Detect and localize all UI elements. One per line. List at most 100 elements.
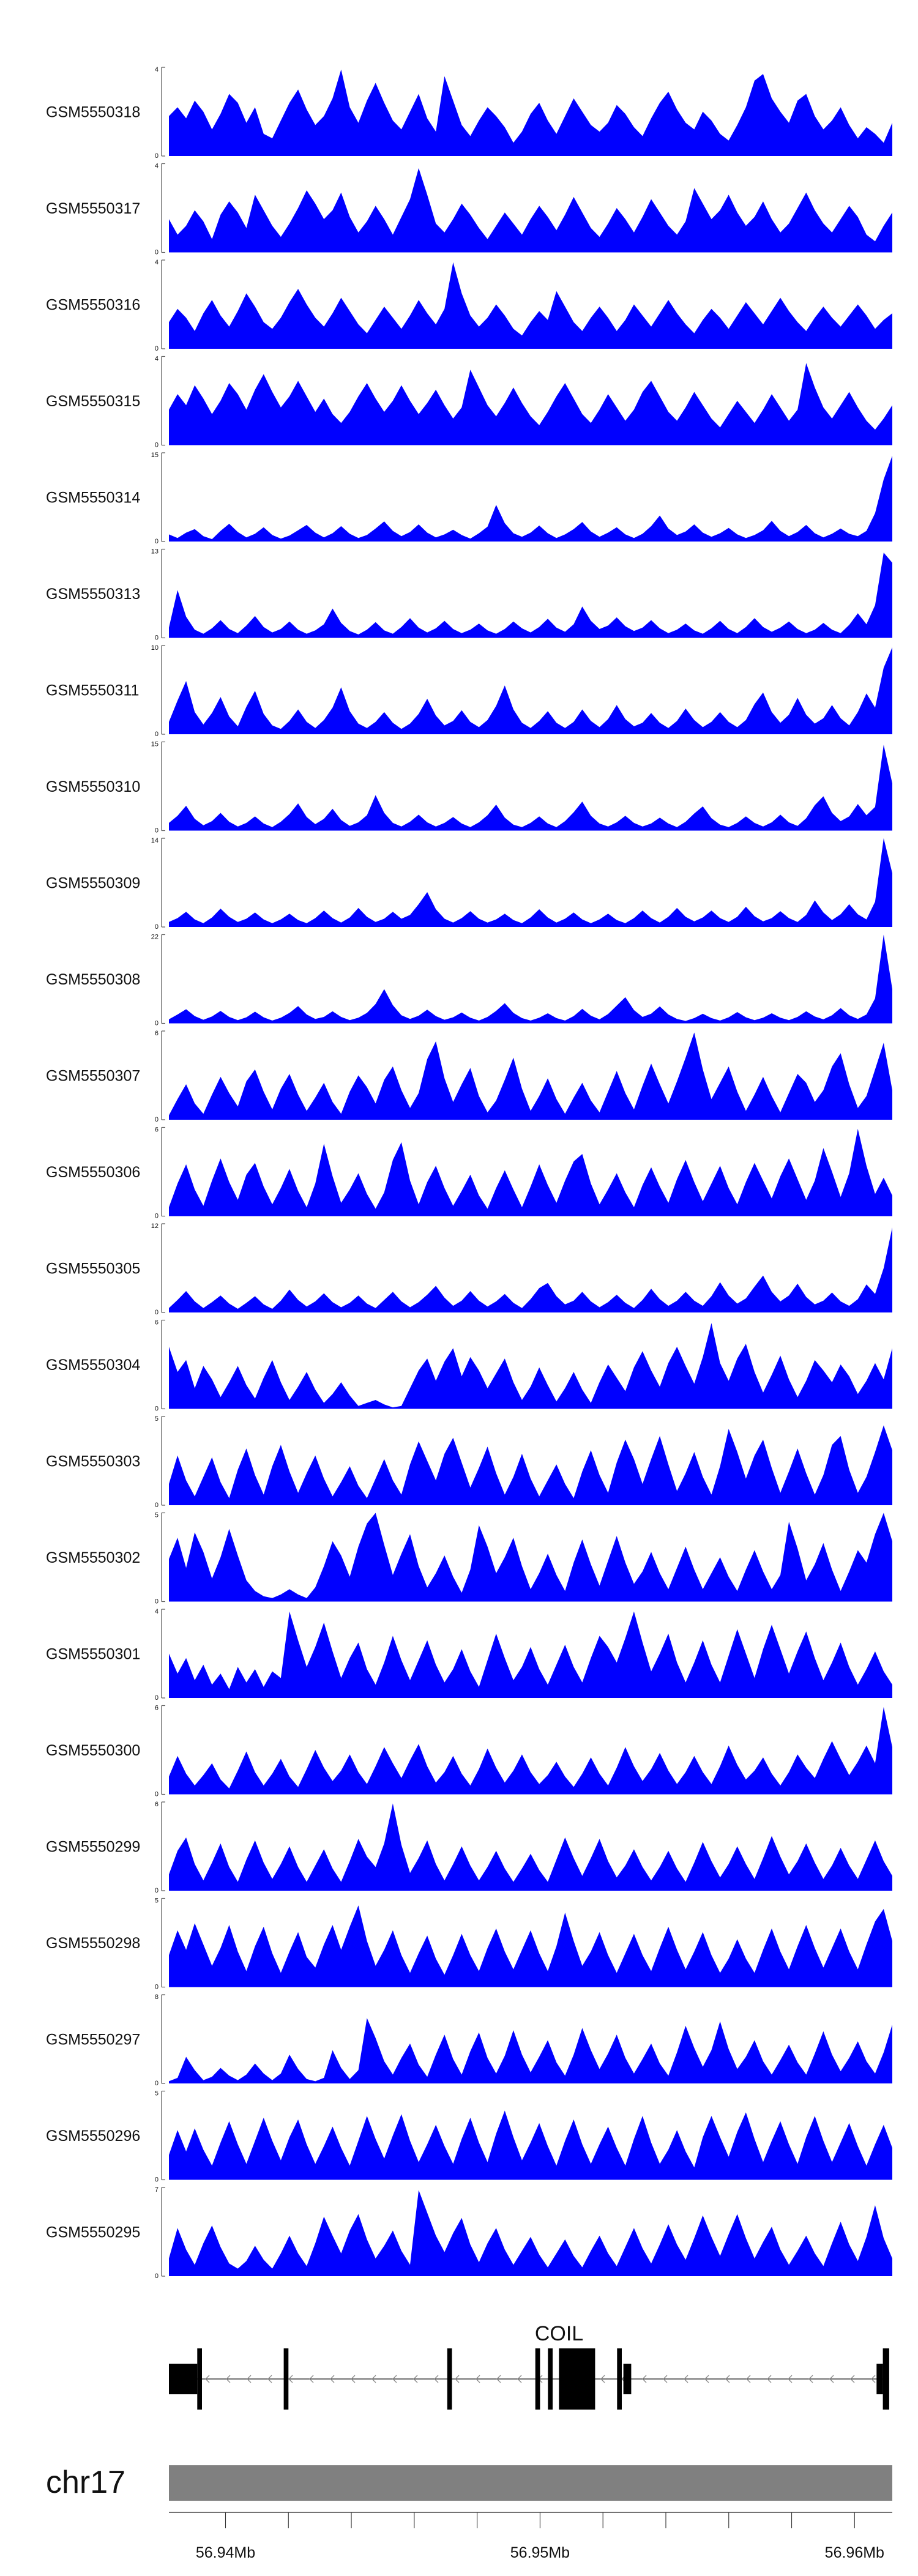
track-label: GSM5550317 bbox=[46, 200, 140, 217]
strand-arrow bbox=[767, 2375, 772, 2383]
track-y-tick-label-max: 10 bbox=[151, 644, 159, 652]
track-y-tick-label-max: 7 bbox=[155, 2186, 159, 2194]
coverage-area bbox=[169, 168, 892, 253]
strand-arrow bbox=[267, 2375, 272, 2383]
track-label: GSM5550311 bbox=[46, 682, 139, 699]
track-y-tick-label-max: 6 bbox=[155, 1030, 159, 1037]
strand-arrow bbox=[226, 2375, 231, 2383]
track-label: GSM5550316 bbox=[46, 297, 140, 314]
strand-arrow bbox=[704, 2375, 709, 2383]
track-y-tick-label-max: 8 bbox=[155, 1993, 159, 2001]
strand-arrow bbox=[476, 2375, 480, 2383]
coverage-area bbox=[169, 647, 892, 734]
strand-arrow bbox=[330, 2375, 335, 2383]
coverage-area bbox=[169, 1803, 892, 1891]
track-GSM5550307: GSM5550307 6 0 bbox=[46, 1030, 892, 1123]
track-label: GSM5550295 bbox=[46, 2224, 140, 2241]
coverage-area bbox=[169, 69, 892, 156]
exon-utr bbox=[876, 2364, 883, 2394]
track-label: GSM5550306 bbox=[46, 1164, 140, 1181]
exon-utr bbox=[169, 2364, 198, 2394]
track-y-tick-label-max: 13 bbox=[151, 548, 159, 556]
track-label: GSM5550309 bbox=[46, 875, 140, 892]
track-label: GSM5550304 bbox=[46, 1357, 140, 1374]
strand-arrow bbox=[455, 2375, 460, 2383]
track-GSM5550310: GSM5550310 15 0 bbox=[46, 741, 892, 835]
track-GSM5550306: GSM5550306 6 0 bbox=[46, 1126, 892, 1220]
track-y-tick-label-zero: 0 bbox=[155, 2176, 159, 2184]
track-label: GSM5550310 bbox=[46, 778, 140, 795]
track-y-tick-label-zero: 0 bbox=[155, 1309, 159, 1316]
track-label: GSM5550300 bbox=[46, 1742, 140, 1759]
coverage-area bbox=[169, 2018, 892, 2083]
strand-arrow bbox=[434, 2375, 439, 2383]
coverage-area bbox=[169, 1323, 892, 1409]
track-y-tick-label-zero: 0 bbox=[155, 731, 159, 738]
strand-arrow bbox=[663, 2375, 668, 2383]
chromosome-track: chr17 bbox=[46, 2465, 892, 2501]
track-y-tick-label-zero: 0 bbox=[155, 1116, 159, 1123]
track-y-tick-label-max: 4 bbox=[155, 1608, 159, 1615]
track-GSM5550314: GSM5550314 15 0 bbox=[46, 452, 892, 545]
strand-arrow bbox=[205, 2375, 210, 2383]
track-y-tick-label-zero: 0 bbox=[155, 1887, 159, 1894]
track-y-tick-label-max: 15 bbox=[151, 741, 159, 748]
strand-arrow bbox=[642, 2375, 647, 2383]
strand-arrow bbox=[247, 2375, 252, 2383]
genome-axis: 56.94Mb 56.95Mb 56.96Mb bbox=[169, 2512, 892, 2561]
track-label: GSM5550303 bbox=[46, 1453, 140, 1470]
exon-coding bbox=[617, 2348, 622, 2410]
track-y-tick-label-zero: 0 bbox=[155, 1213, 159, 1220]
track-y-tick-label-max: 4 bbox=[155, 66, 159, 73]
track-y-tick-label-zero: 0 bbox=[155, 1502, 159, 1509]
genome-axis-label: 56.96Mb bbox=[825, 2544, 884, 2561]
track-y-tick-label-max: 6 bbox=[155, 1126, 159, 1134]
exon-coding bbox=[447, 2348, 452, 2410]
exon-coding bbox=[197, 2348, 202, 2410]
chromosome-label: chr17 bbox=[46, 2465, 125, 2500]
exon-coding bbox=[283, 2348, 289, 2410]
track-y-tick-label-zero: 0 bbox=[155, 538, 159, 545]
track-y-tick-label-zero: 0 bbox=[155, 1598, 159, 1606]
strand-arrow bbox=[413, 2375, 418, 2383]
track-GSM5550298: GSM5550298 5 0 bbox=[46, 1897, 892, 1991]
track-label: GSM5550308 bbox=[46, 971, 140, 988]
track-GSM5550308: GSM5550308 22 0 bbox=[46, 934, 892, 1027]
track-label: GSM5550297 bbox=[46, 2031, 140, 2049]
track-y-tick-label-max: 5 bbox=[155, 1897, 159, 1905]
track-y-tick-label-max: 12 bbox=[151, 1223, 159, 1230]
track-y-tick-label-max: 5 bbox=[155, 1512, 159, 1519]
coverage-area bbox=[169, 1425, 892, 1505]
track-GSM5550317: GSM5550317 4 0 bbox=[46, 163, 892, 256]
track-GSM5550303: GSM5550303 5 0 bbox=[46, 1415, 892, 1509]
strand-arrow bbox=[392, 2375, 397, 2383]
coverage-area bbox=[169, 2110, 892, 2180]
coverage-tracks: GSM555031840GSM555031740GSM555031640GSM5… bbox=[46, 66, 892, 2280]
track-y-tick-label-zero: 0 bbox=[155, 345, 159, 352]
chromosome-bar bbox=[169, 2465, 892, 2501]
genome-axis-label: 56.94Mb bbox=[196, 2544, 255, 2561]
track-GSM5550305: GSM5550305 12 0 bbox=[46, 1223, 892, 1316]
track-y-tick-label-max: 4 bbox=[155, 259, 159, 266]
track-y-tick-label-zero: 0 bbox=[155, 152, 159, 160]
track-GSM5550304: GSM5550304 6 0 bbox=[46, 1319, 892, 1413]
gene-track: COIL bbox=[169, 2322, 889, 2410]
track-label: GSM5550305 bbox=[46, 1260, 140, 1278]
coverage-area bbox=[169, 745, 892, 831]
genome-axis-label: 56.95Mb bbox=[510, 2544, 570, 2561]
track-GSM5550300: GSM5550300 6 0 bbox=[46, 1705, 892, 1798]
strand-arrow bbox=[725, 2375, 730, 2383]
track-label: GSM5550314 bbox=[46, 490, 140, 507]
strand-arrow bbox=[788, 2375, 793, 2383]
exon-coding bbox=[548, 2348, 553, 2410]
track-GSM5550295: GSM5550295 7 0 bbox=[46, 2186, 892, 2280]
coverage-area bbox=[169, 553, 892, 638]
track-y-tick-label-zero: 0 bbox=[155, 1694, 159, 1702]
track-y-tick-label-zero: 0 bbox=[155, 249, 159, 256]
coverage-area bbox=[169, 838, 892, 927]
track-label: GSM5550301 bbox=[46, 1646, 140, 1663]
coverage-area bbox=[169, 363, 892, 445]
coverage-area bbox=[169, 455, 892, 542]
track-y-tick-label-zero: 0 bbox=[155, 2080, 159, 2087]
coverage-area bbox=[169, 934, 892, 1024]
